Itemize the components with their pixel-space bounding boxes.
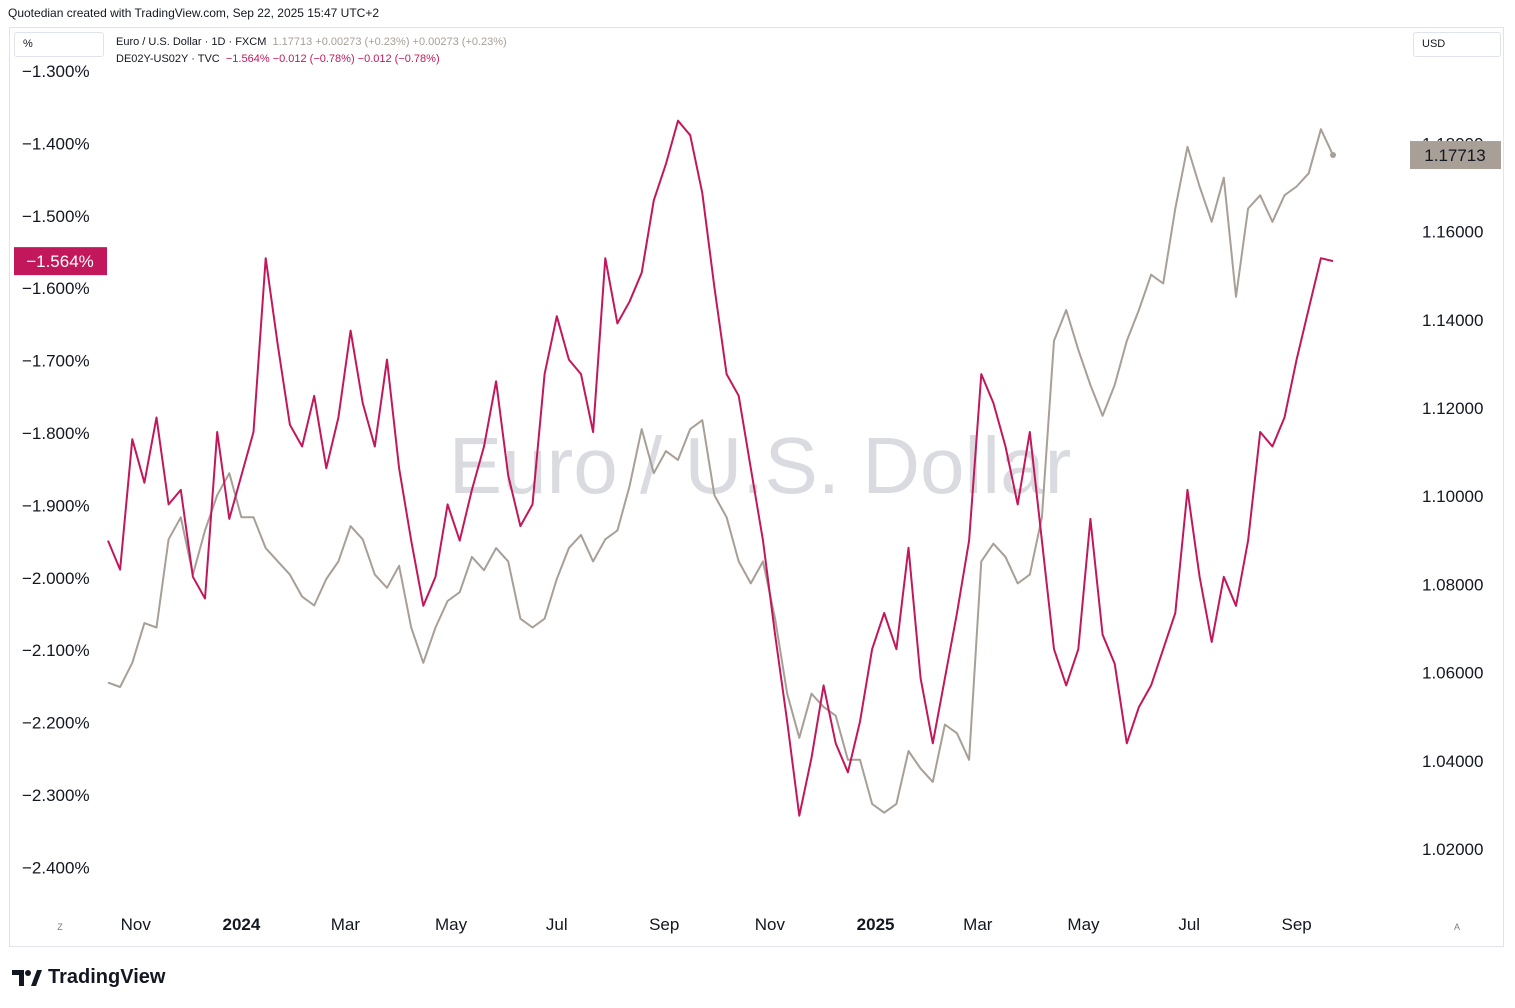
right-axis-tick-label: 1.04000: [1422, 752, 1483, 771]
chart-credit: Quotedian created with TradingView.com, …: [8, 6, 380, 20]
left-axis-tick-label: −1.300%: [22, 62, 90, 81]
x-axis-tick-label: 2025: [857, 915, 895, 934]
right-scale-unit[interactable]: USD: [1413, 32, 1501, 57]
right-axis-tick-label: 1.08000: [1422, 575, 1483, 594]
right-axis-tick-label: 1.12000: [1422, 399, 1483, 418]
x-axis-tick-label: May: [1067, 915, 1100, 934]
x-axis-tick-label: 2024: [223, 915, 261, 934]
x-axis-tick-label: Mar: [963, 915, 993, 934]
left-axis-tick-label: −2.400%: [22, 858, 90, 877]
legend-row-eurusd[interactable]: Euro / U.S. Dollar · 1D · FXCM 1.17713 +…: [116, 34, 507, 51]
legend-spread-name: DE02Y-US02Y · TVC: [116, 53, 220, 65]
left-axis-tick-label: −1.900%: [22, 496, 90, 515]
x-axis-tick-label: Nov: [121, 915, 152, 934]
tradingview-logo-icon: [12, 969, 42, 986]
left-axis-tick-label: −2.100%: [22, 641, 90, 660]
x-axis-tick-label: Sep: [1281, 915, 1311, 934]
x-axis-tick-label: Nov: [755, 915, 786, 934]
left-scale-unit[interactable]: %: [14, 32, 104, 57]
auto-scale-toggle[interactable]: A: [1453, 922, 1460, 932]
x-axis-tick-label: Sep: [649, 915, 679, 934]
tradingview-brand: TradingView: [12, 966, 165, 989]
legend-eurusd-name: Euro / U.S. Dollar · 1D · FXCM: [116, 36, 267, 48]
spread-last-value-label: −1.564%: [26, 252, 94, 271]
x-axis-tick-label: Jul: [1178, 915, 1200, 934]
left-axis-tick-label: −1.400%: [22, 134, 90, 153]
chart-frame: [9, 27, 1504, 947]
right-axis-tick-label: 1.10000: [1422, 487, 1483, 506]
right-axis-tick-label: 1.02000: [1422, 840, 1483, 859]
series-line-spread: [107, 119, 1334, 817]
eurusd-last-value-badge: [1410, 141, 1501, 170]
right-axis-tick-label: 1.06000: [1422, 664, 1483, 683]
eurusd-last-value-label: 1.17713: [1424, 146, 1485, 165]
left-axis-tick-label: −2.000%: [22, 569, 90, 588]
chart-watermark: Euro / U.S. Dollar: [449, 421, 1071, 510]
legend: Euro / U.S. Dollar · 1D · FXCM 1.17713 +…: [116, 34, 507, 68]
series-line-eurusd: [107, 128, 1334, 814]
left-axis-tick-label: −2.300%: [22, 786, 90, 805]
left-axis-tick-label: −2.200%: [22, 714, 90, 733]
tradingview-wordmark: TradingView: [48, 966, 166, 988]
x-axis-tick-label: Jul: [546, 915, 568, 934]
log-scale-toggle[interactable]: Z: [57, 922, 63, 932]
right-axis-tick-label: 1.16000: [1422, 223, 1483, 242]
spread-last-value-badge: [14, 247, 107, 276]
x-axis-tick-label: May: [435, 915, 468, 934]
x-axis-tick-label: Mar: [331, 915, 361, 934]
legend-spread-values: −1.564% −0.012 (−0.78%) −0.012 (−0.78%): [225, 53, 440, 65]
left-axis-tick-label: −1.500%: [22, 207, 90, 226]
eurusd-last-point: [1330, 152, 1336, 159]
legend-row-spread[interactable]: DE02Y-US02Y · TVC −1.564% −0.012 (−0.78%…: [116, 51, 507, 68]
left-axis-tick-label: −1.700%: [22, 352, 90, 371]
legend-eurusd-values: 1.17713 +0.00273 (+0.23%) +0.00273 (+0.2…: [272, 36, 507, 48]
left-axis-tick-label: −1.600%: [22, 279, 90, 298]
left-axis-tick-label: −1.800%: [22, 424, 90, 443]
right-axis-tick-label: 1.14000: [1422, 311, 1483, 330]
